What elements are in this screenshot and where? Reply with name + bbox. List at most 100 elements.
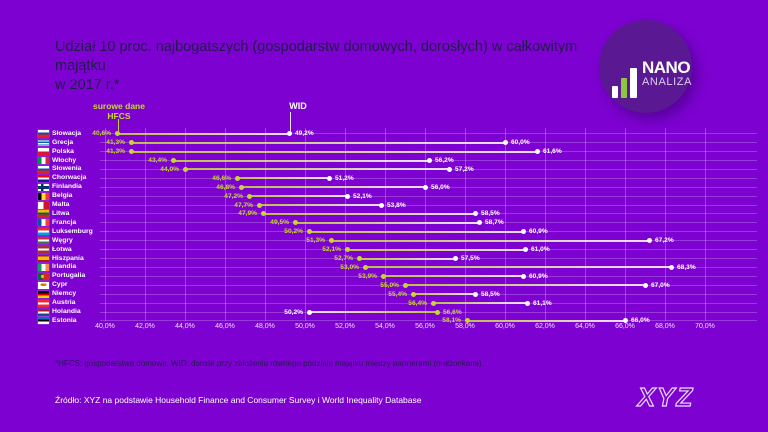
country-flag-nl (38, 308, 49, 316)
country-flag-de (38, 290, 49, 298)
wid-value-label: 52,1% (353, 192, 372, 200)
hfcs-value-label: 56,6% (443, 308, 462, 316)
wid-dot (642, 282, 648, 288)
wid-dot (446, 166, 452, 172)
x-axis-tick-label: 62,0% (535, 323, 555, 330)
hfcs-value-label: 55,4% (388, 290, 407, 298)
country-label: Włochy (52, 156, 77, 164)
logo-text-analiza: ANALIZA (642, 76, 693, 88)
wid-dot (452, 256, 458, 262)
connector-line (263, 212, 475, 215)
vertical-gridline (305, 128, 306, 321)
title-line-2: w 2017 r.* (55, 77, 120, 94)
country-label: Grecja (52, 138, 74, 146)
legend-hfcs-pointer-line (118, 119, 119, 131)
connector-line (347, 248, 525, 251)
nano-analiza-logo: NANO ANALIZA (599, 20, 692, 113)
wid-value-label: 60,9% (529, 228, 548, 236)
hfcs-value-label: 53,9% (358, 272, 377, 280)
logo-text-nano: NANO (642, 58, 691, 77)
wid-dot (326, 175, 332, 181)
hfcs-dot (182, 166, 188, 172)
wid-value-label: 68,3% (677, 263, 696, 271)
vertical-gridline (545, 128, 546, 321)
connector-line (295, 221, 479, 224)
wid-dot (534, 149, 540, 155)
row-gridline (100, 302, 757, 304)
wid-dot (472, 211, 478, 217)
vertical-gridline (225, 128, 226, 321)
logo-bar-icon (621, 78, 627, 98)
row-gridline (100, 195, 757, 197)
hfcs-value-label: 58,1% (442, 317, 461, 325)
wid-value-label: 58,5% (481, 210, 500, 218)
country-flag-si (38, 165, 49, 173)
hfcs-dot (256, 202, 262, 208)
connector-line (117, 132, 289, 135)
connector-line (433, 302, 527, 305)
hfcs-dot (128, 140, 134, 146)
connector-line (467, 319, 625, 322)
wid-dot (646, 238, 652, 244)
country-flag-hr (38, 174, 49, 182)
country-label: Cypr (52, 281, 68, 289)
hfcs-dot (234, 175, 240, 181)
page-title: Udział 10 proc. najbogatszych (gospodars… (55, 38, 615, 95)
legend-wid: WID (289, 101, 307, 111)
vertical-gridline (585, 128, 586, 321)
wid-value-label: 49,2% (295, 130, 314, 138)
hfcs-dot (114, 131, 120, 137)
country-label: Malta (52, 201, 70, 209)
hfcs-value-label: 53,0% (340, 263, 359, 271)
country-label: Holandia (52, 308, 81, 315)
hfcs-value-label: 52,7% (334, 255, 353, 263)
x-axis-tick-label: 58,0% (455, 323, 475, 330)
hfcs-dot (402, 282, 408, 288)
wid-value-label: 50,2% (284, 308, 303, 316)
x-axis-tick-label: 60,0% (495, 323, 515, 330)
country-label: Słowenia (52, 165, 82, 173)
wid-value-label: 56,0% (431, 183, 450, 191)
connector-line (413, 293, 475, 296)
country-flag-es (38, 255, 49, 263)
hfcs-value-label: 47,2% (224, 192, 243, 200)
vertical-gridline (265, 128, 266, 321)
hfcs-value-label: 43,4% (148, 157, 167, 165)
hfcs-dot (362, 264, 368, 270)
connector-line (309, 230, 523, 233)
wid-value-label: 66,0% (631, 317, 650, 325)
source-line: Źródło: XYZ na podstawie Household Finan… (55, 395, 422, 405)
x-axis-tick-label: 44,0% (175, 323, 195, 330)
wid-dot (520, 229, 526, 235)
footnote: *HFCS: gospodarstwa domowa, WID: dorośli… (55, 359, 484, 368)
hfcs-value-label: 46,8% (216, 183, 235, 191)
hfcs-dot (306, 229, 312, 235)
legend-hfcs: surowe dane HFCS (69, 101, 169, 121)
vertical-gridline (665, 128, 666, 321)
hfcs-value-label: 47,7% (234, 201, 253, 209)
wid-value-label: 58,5% (481, 290, 500, 298)
country-flag-cy (38, 281, 49, 289)
country-label: Portugalia (52, 272, 86, 280)
wid-value-label: 56,2% (435, 157, 454, 165)
hfcs-value-label: 47,9% (238, 210, 257, 218)
country-label: Łotwa (52, 245, 72, 253)
x-axis-tick-label: 42,0% (135, 323, 155, 330)
connector-line (131, 141, 505, 144)
wid-value-label: 67,0% (651, 281, 670, 289)
connector-line (131, 150, 537, 153)
x-axis-tick-label: 70,0% (695, 323, 715, 330)
hfcs-dot (434, 309, 440, 315)
hfcs-dot (246, 193, 252, 199)
wid-dot (378, 202, 384, 208)
connector-line (309, 311, 437, 313)
vertical-gridline (345, 128, 346, 321)
hfcs-dot (344, 247, 350, 253)
connector-line (185, 168, 449, 171)
wid-dot (524, 300, 530, 306)
wid-dot (286, 131, 292, 137)
connector-line (331, 239, 649, 242)
hfcs-dot (260, 211, 266, 217)
logo-bar-icon (612, 86, 618, 98)
